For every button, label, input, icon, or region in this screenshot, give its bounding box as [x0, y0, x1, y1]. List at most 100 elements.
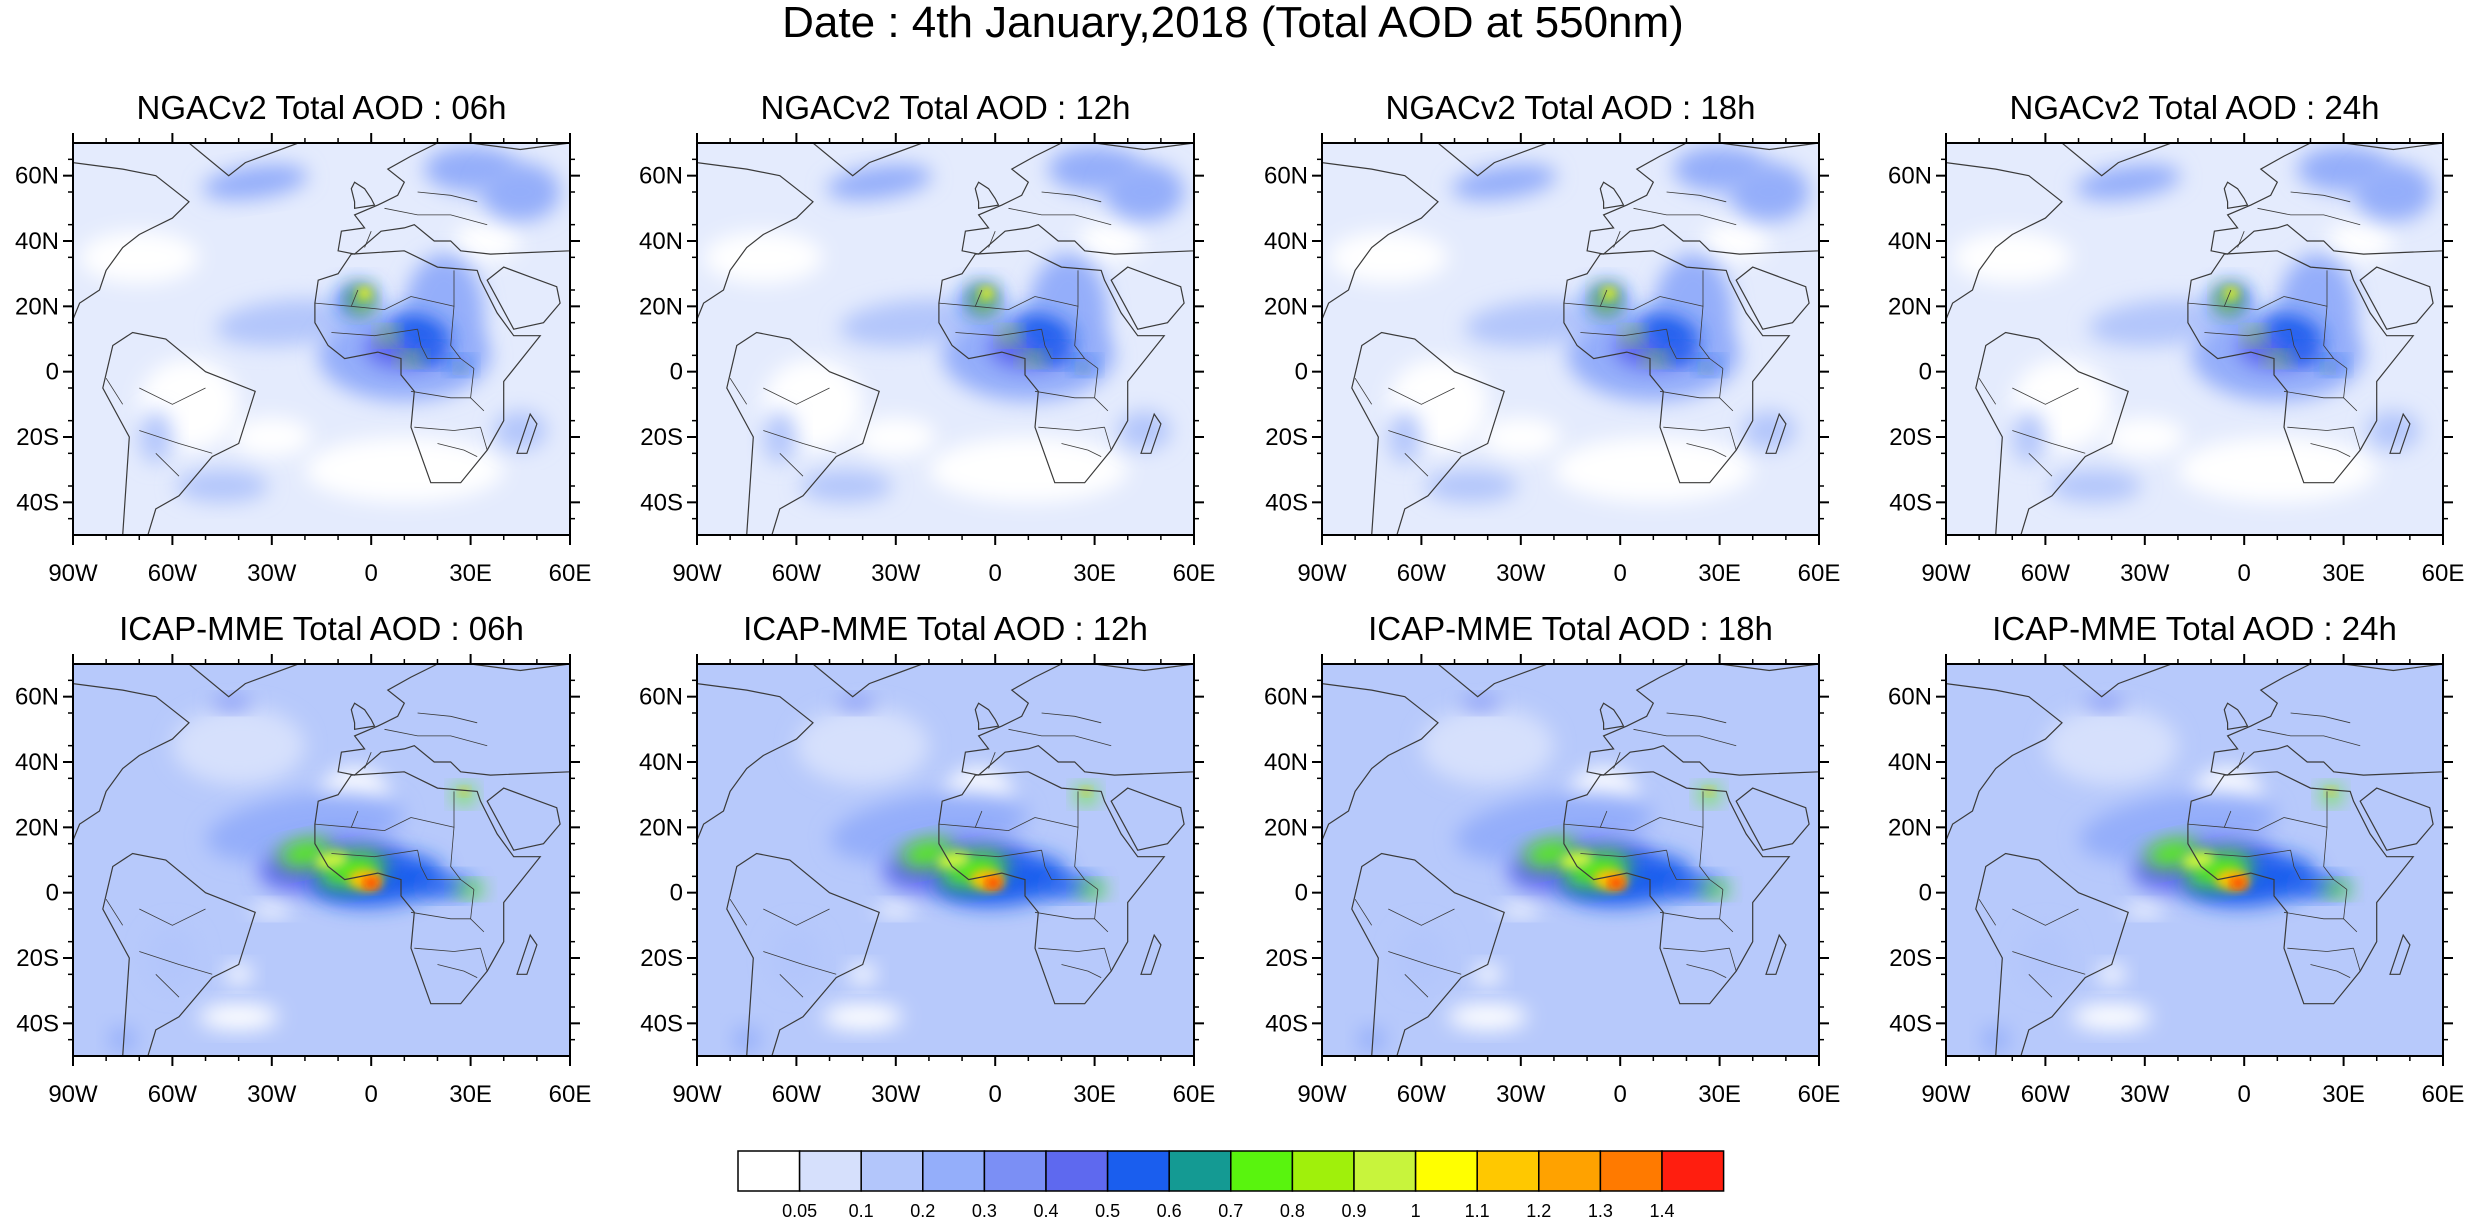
- figure-title: Date : 4th January,2018 (Total AOD at 55…: [782, 0, 1684, 47]
- aerosol-plume: [1016, 314, 1074, 351]
- colorbar-label: 0.5: [1095, 1201, 1120, 1221]
- lat-tick-label: 0: [670, 880, 683, 907]
- lon-tick-label: 60W: [772, 1081, 822, 1108]
- aerosol-plume: [172, 706, 305, 785]
- aerosol-plume: [1641, 314, 1699, 351]
- aerosol-plume: [2182, 851, 2215, 869]
- aerosol-plume: [2323, 365, 2332, 372]
- colorbar-label: 0.1: [849, 1201, 874, 1221]
- aerosol-plume: [733, 1026, 760, 1053]
- panel-title: ICAP-MME Total AOD : 06h: [119, 610, 524, 647]
- lat-tick-label: 60N: [1264, 684, 1308, 711]
- lon-tick-label: 30W: [2120, 560, 2170, 587]
- colorbar-swatch: [1291, 1150, 1355, 1192]
- coastlines: [73, 664, 570, 1056]
- colorbar-swatch: [1661, 1150, 1725, 1192]
- aerosol-plume: [1982, 1026, 2009, 1053]
- lon-tick-label: 0: [2238, 560, 2251, 587]
- lat-tick-label: 40N: [1264, 228, 1308, 255]
- colorbar-label: 0.7: [1218, 1201, 1243, 1221]
- coastlines: [697, 143, 1194, 535]
- lon-tick-label: 30W: [871, 560, 921, 587]
- clear-sky-patch: [849, 964, 876, 985]
- aerosol-plume: [2048, 469, 2142, 503]
- aerosol-plume: [414, 347, 448, 364]
- map-panel-ngacv2-18h: 60N 40N 20N 0 20S 40S 90W 60W 30W 0 30E 60E NGACv2 T…: [1264, 89, 1840, 587]
- aod-field: [73, 143, 570, 535]
- lon-tick-label: 90W: [1921, 560, 1971, 587]
- panel-title: ICAP-MME Total AOD : 12h: [743, 610, 1148, 647]
- colorbar-swatch: [1599, 1150, 1663, 1192]
- aerosol-plume: [1646, 353, 1666, 364]
- panel-title: ICAP-MME Total AOD : 24h: [1992, 610, 2397, 647]
- map-frame: [1945, 142, 2444, 536]
- aerosol-plume: [215, 299, 362, 347]
- aod-field: [1946, 664, 2443, 1056]
- aerosol-plume: [1023, 353, 1043, 364]
- aerosol-plume: [1461, 696, 1501, 710]
- clear-sky-patch: [2327, 221, 2394, 261]
- lat-tick-label: 0: [1919, 359, 1932, 386]
- colorbar-label: 1: [1411, 1201, 1421, 1221]
- colorbar-swatch: [983, 1150, 1047, 1192]
- lon-tick-label: 60W: [148, 1081, 198, 1108]
- aerosol-plume: [379, 329, 397, 343]
- map-frame: [1321, 142, 1820, 536]
- lon-tick-label: 30W: [871, 1081, 921, 1108]
- colorbar-label: 1.1: [1465, 1201, 1490, 1221]
- aerosol-plume: [2366, 410, 2420, 451]
- clear-sky-patch: [1500, 902, 1541, 916]
- lat-tick-label: 20S: [1265, 424, 1308, 451]
- aerosol-plume: [1702, 882, 1729, 896]
- aerosol-plume: [826, 164, 932, 200]
- lon-tick-label: 0: [989, 1081, 1002, 1108]
- clear-sky-patch: [1553, 437, 1753, 503]
- colorbar-swatch: [1106, 1150, 1170, 1192]
- clear-sky-patch: [225, 964, 252, 985]
- lat-tick-label: 20N: [639, 814, 683, 841]
- aerosol-plume: [2085, 696, 2125, 710]
- aerosol-plume: [1705, 788, 1713, 795]
- map-frame: [1321, 663, 1820, 1057]
- lon-tick-label: 90W: [48, 1081, 98, 1108]
- aerosol-plume: [1078, 365, 1087, 372]
- lon-tick-label: 0: [365, 560, 378, 587]
- colorbar-label: 0.2: [910, 1201, 935, 1221]
- lat-tick-label: 20S: [16, 945, 59, 972]
- aerosol-plume: [1358, 1026, 1385, 1053]
- lon-tick-label: 30E: [1698, 560, 1741, 587]
- lat-tick-label: 40N: [1888, 749, 1932, 776]
- map-panel-icap-mme-12h: 60N 40N 20N 0 20S 40S 90W 60W 30W 0 30E 60E ICAP-MME…: [639, 610, 1215, 1108]
- colorbar-swatch: [1230, 1150, 1294, 1192]
- colorbar-swatch: [1538, 1150, 1602, 1192]
- lat-tick-label: 40N: [1888, 228, 1932, 255]
- lon-tick-label: 0: [1614, 1081, 1627, 1108]
- colorbar-label: 0.9: [1341, 1201, 1366, 1221]
- lon-tick-label: 30E: [1698, 1081, 1741, 1108]
- lat-tick-label: 40N: [639, 228, 683, 255]
- lat-tick-label: 40S: [16, 1010, 59, 1037]
- lat-tick-label: 40N: [15, 749, 59, 776]
- clear-sky-patch: [2124, 902, 2165, 916]
- lat-tick-label: 40S: [1889, 1010, 1932, 1037]
- colorbar-swatch: [922, 1150, 986, 1192]
- lat-tick-label: 20S: [1889, 945, 1932, 972]
- colorbar: 0.05 0.1 0.2 0.3 0.4 0.5 0.6 0.7 0.8 0.9 1 1.1 1.2 1.…: [737, 1150, 1725, 1221]
- map-panel-ngacv2-24h: 60N 40N 20N 0 20S 40S 90W 60W 30W 0 30E 60E NGACv2 T…: [1888, 89, 2464, 587]
- colorbar-swatch: [1353, 1150, 1417, 1192]
- clear-sky-patch: [2177, 437, 2377, 503]
- aerosol-plume: [198, 1003, 279, 1030]
- aerosol-plume: [1394, 925, 1448, 991]
- aerosol-plume: [2045, 706, 2178, 785]
- aerosol-plume: [2265, 314, 2323, 351]
- aerosol-plume: [315, 851, 348, 869]
- aerosol-plume: [2075, 164, 2181, 200]
- lat-tick-label: 60N: [1888, 163, 1932, 190]
- lat-tick-label: 0: [1295, 880, 1308, 907]
- lat-tick-label: 20N: [1264, 293, 1308, 320]
- colorbar-label: 0.6: [1157, 1201, 1182, 1221]
- lon-tick-label: 30W: [1496, 1081, 1546, 1108]
- lat-tick-label: 20S: [1889, 424, 1932, 451]
- aod-field: [697, 143, 1194, 535]
- clear-sky-patch: [1328, 231, 1448, 284]
